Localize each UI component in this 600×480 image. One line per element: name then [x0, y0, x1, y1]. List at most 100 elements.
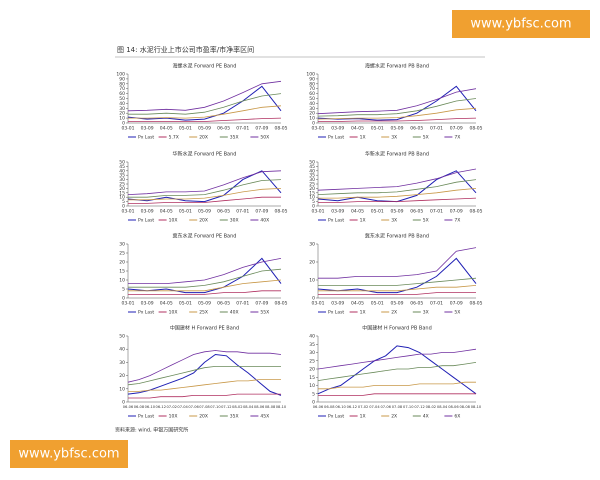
watermark-box [10, 440, 128, 468]
y-tick-label: 100 [306, 72, 315, 78]
y-tick-label: 15 [119, 269, 125, 275]
source-note: 资料来源: wind, 申银万国研究所 [115, 427, 188, 434]
series-line [318, 117, 477, 122]
x-tick-label: 07-01 [236, 301, 249, 307]
series-line [127, 80, 282, 112]
series-line [318, 277, 477, 286]
x-tick-label: 03-01 [311, 209, 324, 215]
series-line [127, 257, 282, 294]
x-tick-label: 08-02 [232, 405, 242, 409]
x-tick-label: 04-05 [351, 126, 364, 132]
y-tick-label: 10 [309, 195, 315, 201]
series-line [318, 247, 477, 279]
y-tick-label: 15 [309, 375, 315, 381]
x-tick-label: 08-08 [459, 405, 470, 409]
x-tick-label: 08-05 [469, 301, 482, 307]
x-tick-label: 05-09 [198, 209, 211, 215]
y-tick-label: 10 [309, 116, 315, 122]
y-tick-label: 45 [309, 164, 315, 170]
x-tick-label: 03-09 [141, 126, 154, 132]
y-tick-label: 45 [119, 164, 125, 170]
x-tick-label: 08-10 [276, 405, 287, 409]
x-tick-label: 06-06 [123, 405, 134, 409]
x-tick-label: 03-01 [311, 126, 324, 132]
y-tick-label: 25 [309, 358, 315, 364]
y-tick-label: 100 [116, 72, 125, 78]
x-tick-label: 08-05 [469, 126, 482, 132]
y-tick-label: 40 [309, 101, 315, 107]
y-tick-label: 20 [119, 373, 125, 379]
y-tick-label: 15 [309, 190, 315, 196]
x-tick-label: 05-01 [179, 126, 192, 132]
legend-label: 35X [230, 135, 239, 141]
x-tick-label: 06-12 [347, 405, 357, 409]
y-tick-label: 10 [119, 386, 125, 392]
x-tick-label: 08-04 [243, 405, 254, 409]
legend-label: 5X [423, 135, 429, 141]
x-tick-label: 05-09 [390, 209, 403, 215]
y-tick-label: 5 [122, 287, 125, 293]
series-line [317, 345, 477, 395]
y-tick-label: 0 [312, 204, 315, 210]
x-tick-label: 07-01 [430, 126, 443, 132]
series-line [127, 366, 281, 386]
y-tick-label: 0 [122, 400, 125, 406]
y-tick-label: 0 [312, 400, 315, 406]
legend-label: 40X [230, 310, 239, 316]
x-tick-label: 07-09 [450, 301, 463, 307]
x-tick-label: 07-04 [177, 405, 188, 409]
y-tick-label: 20 [309, 260, 315, 266]
y-tick-label: 30 [119, 177, 125, 183]
y-tick-label: 40 [309, 168, 315, 174]
series-line [318, 292, 476, 295]
x-tick-label: 06-08 [324, 405, 335, 409]
y-tick-label: 30 [309, 350, 315, 356]
legend-label: 2X [391, 310, 397, 316]
y-tick-label: 25 [309, 182, 315, 188]
y-tick-label: 10 [119, 278, 125, 284]
legend-label: 4X [423, 414, 429, 420]
x-tick-label: 08-10 [471, 405, 482, 409]
series-line [318, 188, 477, 199]
legend-label: 5X [454, 310, 460, 316]
series-line [127, 353, 282, 396]
x-tick-label: 07-08 [199, 405, 210, 409]
x-tick-label: 07-12 [414, 405, 424, 409]
y-tick-label: 35 [309, 342, 315, 348]
series-line [128, 179, 282, 198]
x-tick-label: 07-09 [450, 209, 463, 215]
legend-label: 3X [423, 310, 429, 316]
y-tick-label: 5 [122, 199, 125, 205]
x-tick-label: 08-04 [437, 405, 448, 409]
y-tick-label: 20 [309, 367, 315, 373]
series-line [317, 179, 477, 195]
series-line [317, 88, 477, 115]
x-tick-label: 07-09 [255, 209, 268, 215]
legend-label: 2X [391, 414, 397, 420]
x-tick-label: 03-09 [331, 126, 344, 132]
legend-label: Px Last [328, 218, 344, 224]
y-tick-label: 20 [309, 186, 315, 192]
series-line [127, 350, 282, 383]
x-tick-label: 03-09 [331, 301, 344, 307]
x-tick-label: 07-12 [221, 405, 231, 409]
x-tick-label: 05-09 [390, 126, 403, 132]
x-tick-label: 04-05 [351, 301, 364, 307]
y-tick-label: 0 [312, 121, 315, 127]
y-tick-label: 50 [119, 96, 125, 102]
x-tick-label: 05-09 [390, 301, 403, 307]
watermark-box [452, 10, 590, 38]
y-tick-label: 90 [119, 76, 125, 82]
x-tick-label: 05-01 [179, 301, 192, 307]
y-tick-label: 70 [309, 86, 315, 92]
x-tick-label: 06-08 [134, 405, 145, 409]
chart-title: 华新水泥 Forward PE Band [173, 151, 237, 158]
x-tick-label: 08-06 [254, 405, 265, 409]
legend-label: 30X [230, 218, 239, 224]
legend-label: 5X [423, 218, 429, 224]
x-tick-label: 07-01 [236, 209, 249, 215]
y-tick-label: 10 [309, 278, 315, 284]
x-tick-label: 07-02 [166, 405, 176, 409]
